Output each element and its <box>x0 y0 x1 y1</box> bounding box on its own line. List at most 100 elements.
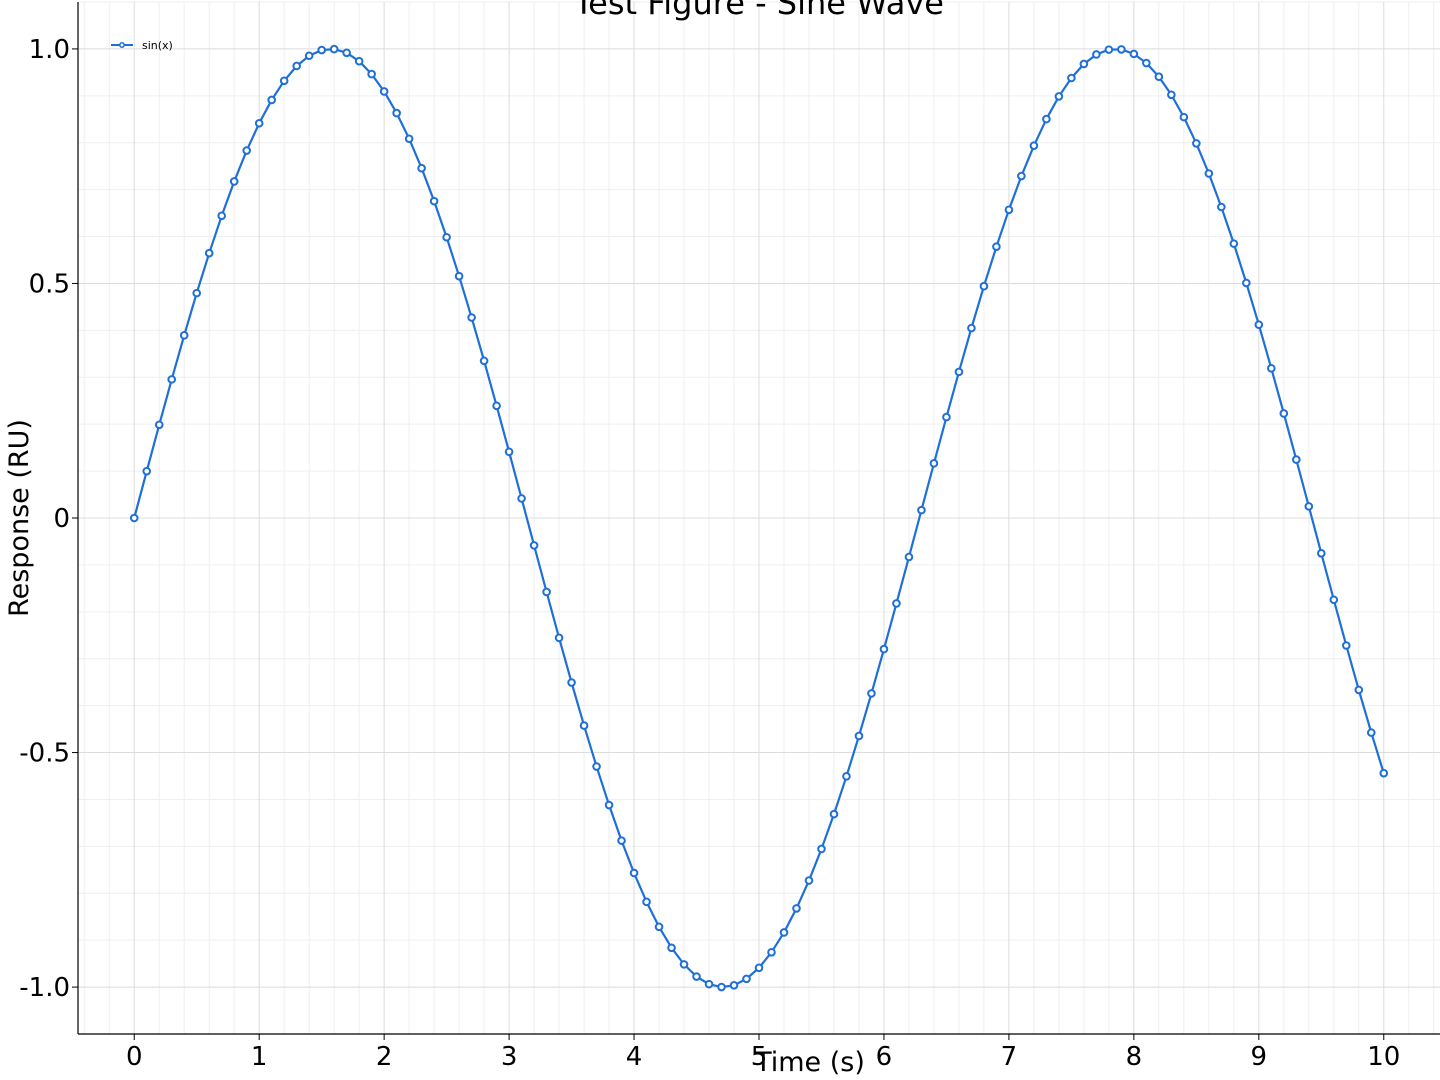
data-point <box>1267 364 1276 373</box>
y-tick-label: -0.5 <box>19 739 70 769</box>
data-point <box>454 271 464 281</box>
data-point <box>279 76 289 86</box>
data-point <box>554 633 564 643</box>
y-tick-label: 0 <box>53 504 70 534</box>
legend: sin(x) <box>111 39 173 52</box>
data-point <box>879 644 889 654</box>
data-point <box>979 281 989 291</box>
data-point <box>1366 728 1376 737</box>
data-point <box>804 876 814 885</box>
data-point <box>1092 50 1101 59</box>
data-point <box>267 95 276 105</box>
data-point <box>779 928 789 937</box>
data-point <box>492 401 501 411</box>
data-point <box>129 513 139 523</box>
data-point <box>417 163 426 173</box>
x-tick-label: 7 <box>1001 1042 1018 1072</box>
data-point <box>242 146 251 155</box>
data-point <box>754 963 764 973</box>
x-tick-label: 9 <box>1251 1042 1268 1072</box>
x-tick-label: 8 <box>1126 1042 1143 1072</box>
x-tick-label: 10 <box>1367 1042 1400 1072</box>
data-point <box>1316 548 1326 558</box>
chart-title: Test Figure - Sine Wave <box>573 0 944 22</box>
data-point <box>1042 114 1051 124</box>
data-point <box>217 211 226 221</box>
data-point <box>1017 171 1026 181</box>
data-point <box>229 177 239 186</box>
data-point <box>342 48 351 58</box>
legend-label: sin(x) <box>142 39 173 52</box>
data-point <box>367 69 376 79</box>
data-point <box>1292 455 1301 464</box>
series-layer <box>129 44 1389 992</box>
data-point <box>1204 169 1214 178</box>
data-point <box>467 313 476 322</box>
data-point <box>942 412 951 422</box>
data-point <box>254 118 264 128</box>
data-point <box>292 61 301 71</box>
x-tick-label: 3 <box>501 1042 518 1072</box>
data-point <box>967 323 976 333</box>
data-point <box>1242 278 1251 288</box>
x-tick-label: 0 <box>126 1042 143 1072</box>
data-point <box>704 979 714 989</box>
data-point <box>642 897 651 907</box>
data-point <box>1154 72 1164 82</box>
data-point <box>929 459 939 468</box>
data-point <box>1104 45 1114 54</box>
data-point <box>917 505 926 515</box>
x-tick-label: 1 <box>251 1042 268 1072</box>
data-point <box>142 466 152 476</box>
data-point <box>829 809 839 819</box>
data-point <box>567 678 576 687</box>
data-point <box>354 56 364 66</box>
data-point <box>1179 112 1189 122</box>
x-tick-label: 4 <box>626 1042 643 1072</box>
data-point <box>792 904 801 913</box>
data-point <box>592 762 601 771</box>
data-point <box>542 587 551 597</box>
data-point <box>442 232 451 242</box>
data-point <box>504 447 514 457</box>
data-point <box>1129 49 1139 59</box>
x-tick-label: 6 <box>876 1042 893 1072</box>
data-point <box>1217 202 1226 212</box>
data-point <box>304 51 314 61</box>
x-tick-label: 2 <box>376 1042 393 1072</box>
x-ticks: 0 1 2 3 4 5 6 7 8 9 10 <box>126 1034 1400 1072</box>
data-point <box>392 108 401 118</box>
data-point <box>604 800 614 810</box>
data-point <box>679 960 689 969</box>
data-point <box>379 87 389 96</box>
major-grid <box>78 2 1440 1034</box>
data-point <box>1029 141 1039 150</box>
data-point <box>1192 139 1201 148</box>
data-point <box>154 420 164 430</box>
y-tick-label: 1.0 <box>29 35 70 65</box>
data-point <box>954 367 964 377</box>
data-point <box>1229 239 1239 248</box>
data-point <box>854 731 864 741</box>
data-point <box>654 922 664 932</box>
data-point <box>629 868 639 878</box>
data-point <box>617 836 626 845</box>
data-point <box>992 242 1001 251</box>
y-tick-label: -1.0 <box>19 973 70 1003</box>
x-tick-label: 5 <box>751 1042 768 1072</box>
x-axis-title: Time (s) <box>754 1047 865 1078</box>
y-tick-label: 0.5 <box>29 269 70 299</box>
data-point <box>1304 502 1314 511</box>
data-point <box>867 689 876 698</box>
data-point <box>767 947 776 957</box>
data-point <box>1354 685 1364 695</box>
data-point <box>729 981 739 990</box>
data-point <box>1254 320 1264 329</box>
data-point <box>692 972 701 981</box>
data-point <box>1279 409 1289 418</box>
data-point <box>1167 90 1176 100</box>
data-point <box>892 599 901 608</box>
y-axis-title: Response (RU) <box>4 419 35 617</box>
